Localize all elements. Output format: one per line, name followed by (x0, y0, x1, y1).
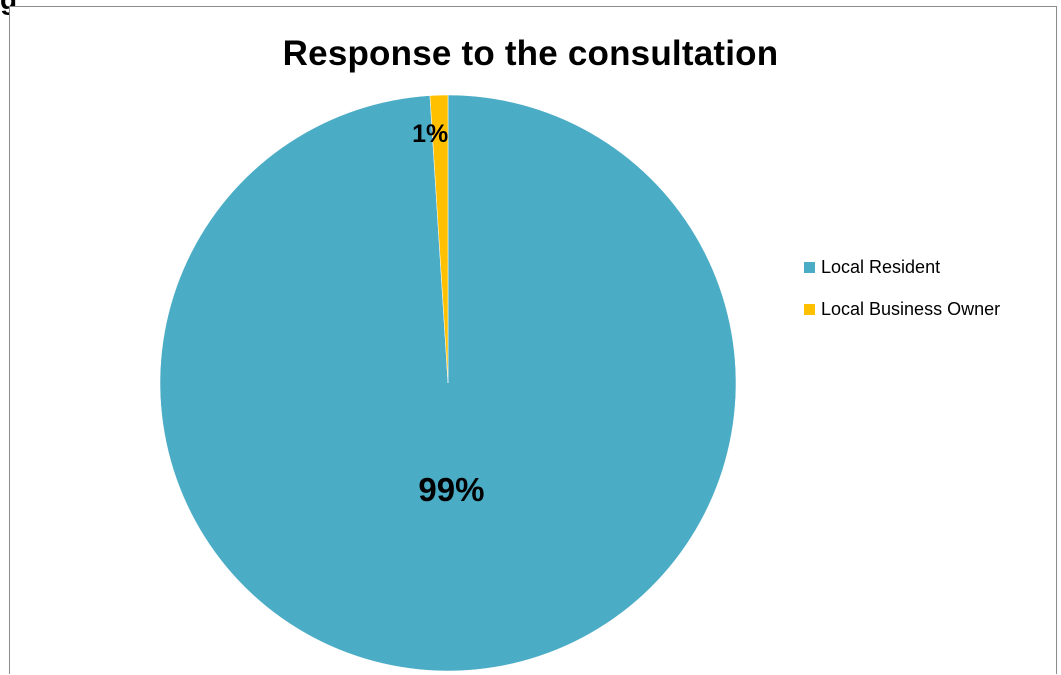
chart-title: Response to the consultation (282, 34, 779, 73)
legend-label: Local Business Owner (821, 298, 1001, 319)
data-label-local-business-owner: 1% (412, 120, 448, 148)
chart-legend: Local Resident Local Business Owner (804, 256, 1000, 340)
legend-item-local-business-owner: Local Business Owner (804, 298, 1000, 320)
data-label-local-resident: 99% (418, 471, 484, 508)
legend-swatch (804, 261, 815, 273)
legend-swatch (804, 303, 815, 315)
legend-item-local-resident: Local Resident (804, 256, 1000, 278)
pie-slice-local-business-owner (429, 94, 449, 384)
legend-label: Local Resident (821, 256, 941, 277)
